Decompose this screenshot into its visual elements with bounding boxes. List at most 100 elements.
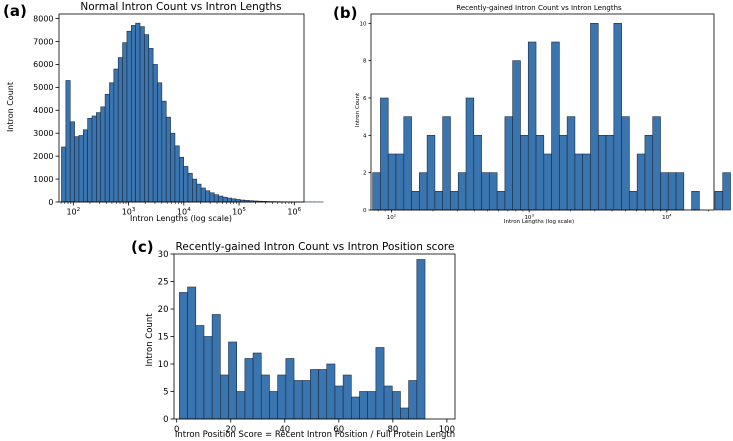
bar-a-12: [113, 68, 119, 203]
y-tick-label-a-0: 0: [48, 198, 53, 207]
bar-b-9: [442, 116, 451, 211]
bar-b-29: [597, 135, 607, 211]
y-tick-label-a-4: 4000: [33, 106, 53, 115]
bar-b-28: [590, 23, 599, 211]
bar-b-11: [457, 172, 467, 211]
bar-c-0: [179, 292, 188, 420]
bar-c-5: [220, 374, 229, 420]
y-tick-label-a-2: 2000: [33, 152, 53, 161]
y-tick-label-c-1: 5: [163, 387, 168, 397]
bar-b-18: [512, 60, 521, 211]
bar-b-8: [434, 191, 443, 211]
bar-a-20: [148, 48, 154, 203]
chart-title-b: Recently-gained Intron Count vs Intron L…: [456, 4, 622, 12]
y-tick-label-a-3: 3000: [33, 129, 53, 138]
bar-b-26: [574, 153, 583, 211]
bar-b-2: [387, 153, 397, 211]
bar-a-0: [61, 146, 67, 203]
y-tick-label-a-8: 8000: [33, 14, 53, 23]
bar-a-7: [91, 115, 97, 203]
bar-a-10: [104, 93, 110, 203]
bar-c-23: [367, 391, 377, 420]
bar-c-8: [244, 358, 254, 420]
bar-b-36: [652, 116, 661, 211]
bar-a-39: [231, 198, 237, 203]
bar-a-11: [109, 82, 115, 203]
bar-b-38: [667, 172, 677, 211]
bar-c-1: [187, 286, 197, 420]
panel-label-a: (a): [3, 2, 27, 20]
bar-a-4: [78, 135, 84, 203]
y-tick-label-c-4: 20: [158, 305, 169, 315]
bar-c-4: [211, 314, 221, 420]
bar-b-44: [714, 191, 724, 211]
bar-c-13: [285, 358, 295, 420]
bar-b-0: [372, 172, 381, 211]
bars-c: [179, 259, 426, 420]
x-tick-label-b-1: 103: [524, 213, 534, 221]
bar-a-13: [117, 57, 123, 203]
bar-c-2: [195, 325, 205, 420]
x-tick-label-c-0: 0: [174, 425, 179, 435]
panel-a: (a) Normal Intron Count vs Intron Length…: [3, 1, 324, 223]
y-tick-label-c-3: 15: [158, 332, 169, 342]
bar-b-33: [629, 191, 638, 211]
y-tick-label-b-2: 4: [363, 133, 367, 139]
x-tick-label-b-2: 104: [662, 213, 672, 221]
bar-a-28: [183, 166, 189, 203]
bar-b-4: [403, 116, 412, 211]
y-tick-label-b-0: 0: [363, 208, 367, 214]
bar-b-6: [419, 172, 428, 211]
bar-b-3: [395, 153, 405, 211]
chart-title-a: Normal Intron Count vs Intron Lengths: [80, 1, 281, 13]
bar-c-16: [310, 369, 319, 420]
bar-a-22: [157, 82, 163, 203]
bar-c-29: [416, 259, 426, 420]
bar-a-34: [209, 192, 215, 203]
bar-c-21: [351, 396, 360, 420]
bar-a-16: [131, 25, 136, 203]
panel-label-b: (b): [333, 4, 357, 22]
bar-a-33: [205, 190, 211, 203]
y-tick-label-b-5: 10: [360, 21, 367, 27]
bar-b-19: [520, 135, 529, 211]
y-tick-label-c-6: 30: [158, 250, 169, 260]
x-tick-label-b-0: 102: [387, 213, 397, 221]
y-axis-label-a: Intron Count: [6, 82, 15, 132]
bar-c-28: [408, 380, 418, 420]
axes-c: 0 5 10 15 20 25 30 0 20 40 60 80 100: [158, 250, 456, 435]
x-axis-label-c: Intron Position Score = Recent Intron Po…: [175, 430, 455, 440]
y-axis-label-b: Intron Count: [355, 92, 361, 127]
bar-a-25: [170, 132, 176, 203]
x-axis-label-a: Intron Lengths (log scale): [130, 214, 232, 223]
bar-b-20: [527, 41, 537, 211]
axes-b: 0 2 4 6 8 10 102 103 104: [360, 13, 715, 221]
y-axis-label-c: Intron Count: [145, 313, 155, 367]
bar-c-27: [400, 407, 409, 420]
bar-b-45: [722, 172, 731, 211]
bar-c-3: [203, 336, 213, 420]
bar-c-10: [260, 374, 270, 420]
x-tick-label-a-2: 104: [177, 207, 191, 217]
axes-a: 0 1000 2000 3000 4000 5000 6000 7000 8000 102 103 1…: [33, 13, 305, 217]
x-tick-label-c-3: 60: [333, 425, 344, 435]
bar-b-39: [675, 172, 685, 211]
bar-b-14: [481, 172, 490, 211]
bar-c-6: [228, 341, 238, 420]
bar-a-8: [96, 112, 102, 203]
bar-b-22: [543, 153, 552, 211]
bar-b-21: [535, 135, 545, 211]
bar-a-17: [135, 22, 141, 203]
y-tick-label-a-1: 1000: [33, 175, 53, 184]
bar-b-12: [465, 97, 475, 211]
bar-b-5: [411, 191, 420, 211]
y-tick-label-c-2: 10: [158, 360, 169, 370]
x-axis-label-b: Intron Lengths (log scale): [504, 219, 574, 225]
bar-b-7: [426, 135, 436, 211]
bar-b-23: [551, 41, 560, 211]
bar-c-14: [293, 380, 303, 420]
x-tick-label-c-1: 20: [225, 425, 236, 435]
bar-a-9: [100, 106, 106, 203]
bar-a-2: [69, 121, 75, 203]
bar-b-1: [380, 97, 389, 211]
